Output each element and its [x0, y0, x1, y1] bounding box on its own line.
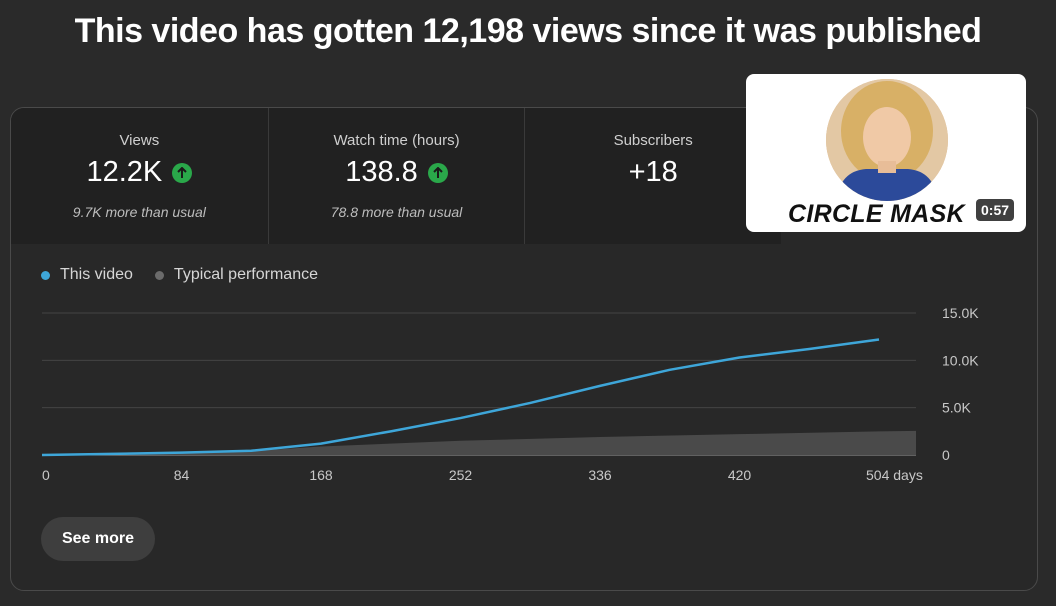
watch-time-value: 138.8 [345, 156, 418, 188]
typical-performance-area [42, 430, 916, 455]
arrow-up-icon [172, 162, 193, 183]
metric-tab-views[interactable]: Views 12.2K 9.7K more than usual [11, 108, 268, 244]
y-tick-label: 15.0K [942, 305, 979, 321]
legend-item-this-video: This video [41, 266, 133, 284]
thumbnail-caption: CIRCLE MASK [788, 200, 965, 228]
y-tick-label: 5.0K [942, 400, 971, 416]
video-duration: 0:57 [976, 199, 1015, 221]
metric-value: 12.2K [11, 156, 268, 189]
metric-tab-subscribers[interactable]: Subscribers +18 [524, 108, 782, 244]
y-tick-label: 0 [942, 447, 950, 463]
metric-label: Subscribers [613, 132, 693, 149]
x-tick-label: 420 [728, 467, 752, 483]
x-tick-label: 0 [42, 467, 50, 483]
x-tick-label: 504 days [866, 467, 923, 483]
metric-label: Watch time (hours) [333, 132, 460, 149]
legend-item-typical: Typical performance [154, 266, 318, 284]
metric-value: 138.8 [269, 156, 525, 189]
chart-legend: This video Typical performance [41, 266, 318, 284]
metric-label: Views [119, 132, 160, 149]
y-tick-label: 10.0K [942, 352, 979, 368]
metric-tab-watch-time[interactable]: Watch time (hours) 138.8 78.8 more than … [267, 108, 525, 244]
subscribers-value: +18 [628, 156, 678, 188]
views-chart: 0 5.0K 10.0K 15.0K 0 84 168 252 336 420 504 days [41, 305, 979, 483]
legend-dot [154, 270, 164, 280]
x-tick-label: 84 [174, 467, 190, 483]
creator-avatar [826, 79, 948, 201]
views-value: 12.2K [86, 156, 163, 188]
see-more-button[interactable]: See more [41, 517, 155, 561]
metric-tabs: Views 12.2K 9.7K more than usual Watch t… [11, 108, 782, 244]
metric-comparison: 78.8 more than usual [330, 204, 463, 220]
metric-value: +18 [525, 156, 781, 189]
legend-dot [41, 270, 50, 280]
legend-label: Typical performance [173, 266, 318, 283]
video-thumbnail[interactable]: CIRCLE MASK 0:57 [746, 74, 1026, 232]
arrow-up-icon [427, 162, 448, 183]
x-tick-label: 168 [309, 467, 333, 483]
metric-comparison: 9.7K more than usual [72, 204, 206, 220]
x-tick-label: 336 [588, 467, 612, 483]
x-tick-label: 252 [449, 467, 473, 483]
page-title: This video has gotten 12,198 views since… [74, 12, 982, 50]
legend-label: This video [60, 266, 133, 283]
this-video-line [41, 338, 880, 457]
